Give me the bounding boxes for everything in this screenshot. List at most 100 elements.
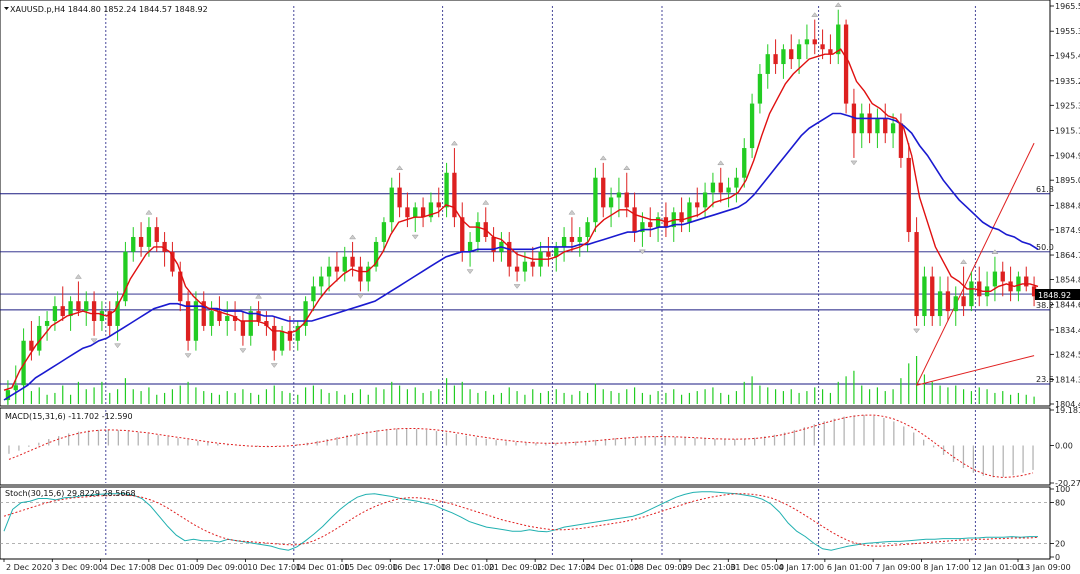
candle-body[interactable] xyxy=(131,236,136,252)
candle-body[interactable] xyxy=(945,291,951,312)
candle-body[interactable] xyxy=(5,390,11,401)
candle-body[interactable] xyxy=(585,222,590,237)
candle-body[interactable] xyxy=(178,271,183,302)
candle-body[interactable] xyxy=(695,202,700,208)
candle-body[interactable] xyxy=(734,177,739,188)
candle-body[interactable] xyxy=(992,271,998,287)
candle-body[interactable] xyxy=(961,296,966,307)
candle-body[interactable] xyxy=(91,301,97,321)
candle-body[interactable] xyxy=(295,325,300,341)
candle-body[interactable] xyxy=(99,311,105,321)
candle-body[interactable] xyxy=(467,241,473,252)
candle-body[interactable] xyxy=(977,281,982,297)
chart-title-arrow-icon[interactable] xyxy=(4,7,9,10)
candle-body[interactable] xyxy=(749,103,755,149)
candle-body[interactable] xyxy=(154,227,159,242)
candle-body[interactable] xyxy=(201,301,206,326)
candle-body[interactable] xyxy=(13,385,18,391)
macd-pane[interactable]: 19.181 0.00 -20.272 MACD(15,31,6) -11.702 … xyxy=(0,406,1080,488)
candle-body[interactable] xyxy=(632,207,637,233)
candle-body[interactable] xyxy=(264,320,269,326)
candle-body[interactable] xyxy=(930,276,935,317)
candle-body[interactable] xyxy=(608,197,614,208)
candle-body[interactable] xyxy=(522,261,528,272)
candle-body[interactable] xyxy=(765,54,770,74)
candle-body[interactable] xyxy=(546,251,551,257)
candle-body[interactable] xyxy=(193,301,199,341)
candle-body[interactable] xyxy=(279,330,285,351)
fib-fan-line[interactable] xyxy=(916,142,1035,386)
candle-body[interactable] xyxy=(37,325,42,351)
price-pane[interactable]: 61.850.038.223.6 1965.501955.301945.4019… xyxy=(0,0,1080,409)
candle-body[interactable] xyxy=(789,49,794,60)
candle-body[interactable] xyxy=(648,222,653,228)
candle-body[interactable] xyxy=(428,202,434,218)
candle-body[interactable] xyxy=(232,316,238,321)
candle-body[interactable] xyxy=(21,340,26,386)
candle-body[interactable] xyxy=(358,266,363,282)
candle-body[interactable] xyxy=(679,212,684,223)
candle-body[interactable] xyxy=(773,54,778,65)
candle-body[interactable] xyxy=(898,123,904,158)
candle-body[interactable] xyxy=(1016,276,1021,292)
candle-body[interactable] xyxy=(1024,276,1029,287)
candle-body[interactable] xyxy=(287,330,293,341)
candle-body[interactable] xyxy=(702,192,708,208)
candle-body[interactable] xyxy=(569,236,575,242)
candle-body[interactable] xyxy=(530,261,535,267)
candle-body[interactable] xyxy=(170,251,175,272)
candle-body[interactable] xyxy=(781,49,786,65)
candle-body[interactable] xyxy=(906,157,911,233)
candle-body[interactable] xyxy=(76,301,81,312)
candle-body[interactable] xyxy=(373,241,379,267)
candle-body[interactable] xyxy=(475,222,481,242)
candle-body[interactable] xyxy=(914,232,919,317)
candle-body[interactable] xyxy=(687,202,692,223)
candle-body[interactable] xyxy=(326,266,332,277)
candle-body[interactable] xyxy=(953,296,958,312)
candle-body[interactable] xyxy=(311,286,316,302)
candle-body[interactable] xyxy=(350,256,355,267)
candle-body[interactable] xyxy=(52,306,58,321)
candle-body[interactable] xyxy=(272,325,277,351)
candle-body[interactable] xyxy=(593,177,598,223)
candle-body[interactable] xyxy=(718,182,723,193)
fib-fan-line[interactable] xyxy=(916,355,1035,386)
candle-body[interactable] xyxy=(162,241,167,252)
candle-body[interactable] xyxy=(334,266,340,272)
candle-body[interactable] xyxy=(209,311,214,326)
candle-body[interactable] xyxy=(624,192,629,208)
candle-body[interactable] xyxy=(460,217,465,252)
candle-body[interactable] xyxy=(225,316,230,321)
candle-body[interactable] xyxy=(507,241,512,267)
candle-body[interactable] xyxy=(491,236,496,252)
candle-body[interactable] xyxy=(820,44,825,50)
candle-body[interactable] xyxy=(937,291,943,317)
candle-body[interactable] xyxy=(514,266,520,272)
candle-body[interactable] xyxy=(29,340,34,351)
candle-body[interactable] xyxy=(796,44,802,60)
candle-body[interactable] xyxy=(123,251,128,302)
candle-body[interactable] xyxy=(381,222,387,242)
candle-body[interactable] xyxy=(1000,271,1005,282)
candle-body[interactable] xyxy=(107,311,112,326)
candle-body[interactable] xyxy=(640,222,645,233)
candle-body[interactable] xyxy=(84,301,89,312)
candle-body[interactable] xyxy=(389,187,394,223)
candle-body[interactable] xyxy=(655,217,661,228)
candle-body[interactable] xyxy=(601,177,606,208)
candle-body[interactable] xyxy=(436,202,441,208)
candle-body[interactable] xyxy=(1008,281,1013,292)
candle-body[interactable] xyxy=(146,227,152,247)
stoch-pane[interactable]: 100 80 20 0 Stoch(30,15,6) 29.8229 28.5668 xyxy=(0,485,1070,562)
candle-body[interactable] xyxy=(836,24,841,55)
candle-body[interactable] xyxy=(969,281,974,307)
candle-body[interactable] xyxy=(742,148,747,178)
candle-body[interactable] xyxy=(554,246,559,257)
candle-body[interactable] xyxy=(303,301,308,326)
candle-body[interactable] xyxy=(828,49,833,55)
candle-body[interactable] xyxy=(710,182,716,193)
candle-body[interactable] xyxy=(804,39,810,45)
candle-body[interactable] xyxy=(185,301,191,341)
candle-body[interactable] xyxy=(726,187,731,193)
